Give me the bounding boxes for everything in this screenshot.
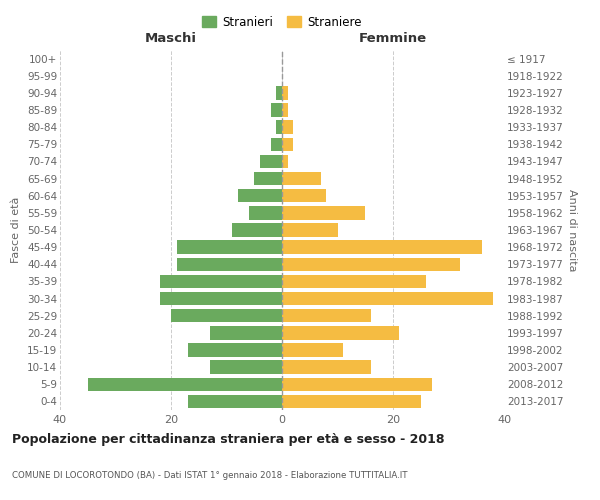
Bar [188, 344, 282, 356]
Bar [176, 240, 282, 254]
Bar [282, 206, 365, 220]
Bar [282, 104, 287, 117]
Bar [171, 309, 282, 322]
Text: COMUNE DI LOCOROTONDO (BA) - Dati ISTAT 1° gennaio 2018 - Elaborazione TUTTITALI: COMUNE DI LOCOROTONDO (BA) - Dati ISTAT … [12, 470, 407, 480]
Y-axis label: Anni di nascita: Anni di nascita [568, 188, 577, 271]
Bar [282, 292, 493, 306]
Bar [160, 274, 282, 288]
Bar [188, 394, 282, 408]
Y-axis label: Fasce di età: Fasce di età [11, 197, 22, 263]
Bar [210, 360, 282, 374]
Bar [282, 274, 426, 288]
Bar [282, 189, 326, 202]
Bar [282, 172, 321, 186]
Bar [282, 360, 371, 374]
Text: Popolazione per cittadinanza straniera per età e sesso - 2018: Popolazione per cittadinanza straniera p… [12, 432, 445, 446]
Bar [282, 326, 398, 340]
Text: Maschi: Maschi [145, 32, 197, 45]
Bar [282, 120, 293, 134]
Bar [282, 378, 432, 391]
Bar [282, 309, 371, 322]
Bar [160, 292, 282, 306]
Text: Femmine: Femmine [359, 32, 427, 45]
Bar [210, 326, 282, 340]
Bar [176, 258, 282, 271]
Bar [282, 394, 421, 408]
Bar [260, 154, 282, 168]
Bar [282, 344, 343, 356]
Bar [232, 224, 282, 236]
Bar [282, 86, 287, 100]
Bar [254, 172, 282, 186]
Bar [238, 189, 282, 202]
Bar [282, 240, 482, 254]
Bar [88, 378, 282, 391]
Bar [282, 258, 460, 271]
Bar [282, 224, 337, 236]
Bar [282, 138, 293, 151]
Bar [277, 120, 282, 134]
Bar [277, 86, 282, 100]
Bar [249, 206, 282, 220]
Bar [271, 138, 282, 151]
Bar [271, 104, 282, 117]
Bar [282, 154, 287, 168]
Legend: Stranieri, Straniere: Stranieri, Straniere [197, 11, 367, 34]
